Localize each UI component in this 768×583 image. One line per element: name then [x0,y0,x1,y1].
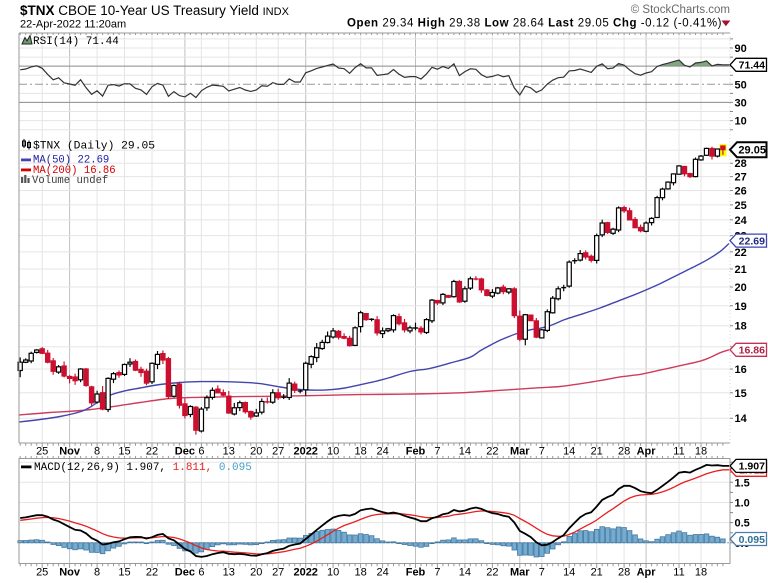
svg-text:0.095: 0.095 [739,534,765,546]
svg-text:Nov: Nov [59,446,81,458]
svg-text:14: 14 [459,567,471,579]
svg-text:16.86: 16.86 [739,345,765,357]
svg-text:10: 10 [327,567,339,579]
svg-text:21: 21 [591,567,603,579]
svg-text:Apr: Apr [637,446,657,458]
svg-text:20: 20 [735,282,747,294]
svg-text:Open 29.34 High 29.38 Low 28.6: Open 29.34 High 29.38 Low 28.64 Last 29.… [347,18,722,30]
svg-text:25: 25 [735,200,747,212]
svg-text:8: 8 [94,567,100,579]
svg-text:13: 13 [223,567,235,579]
svg-text:25: 25 [36,446,48,458]
svg-text:14: 14 [459,446,471,458]
svg-text:21: 21 [591,446,603,458]
svg-text:18: 18 [354,446,366,458]
svg-text:© StockCharts.com: © StockCharts.com [631,4,730,16]
svg-text:10: 10 [327,446,339,458]
svg-text:22: 22 [735,247,747,259]
svg-text:Feb: Feb [406,567,426,579]
svg-text:18: 18 [695,446,707,458]
svg-text:8: 8 [94,446,100,458]
svg-text:6: 6 [198,567,204,579]
svg-text:15: 15 [118,446,130,458]
svg-text:28: 28 [618,446,630,458]
svg-text:19: 19 [735,301,747,313]
svg-text:Mar: Mar [510,567,530,579]
svg-text:Mar: Mar [510,446,530,458]
svg-text:22.69: 22.69 [739,235,765,247]
svg-text:30: 30 [735,97,747,109]
svg-text:14: 14 [735,413,748,425]
svg-text:20: 20 [250,567,262,579]
svg-text:$TNX CBOE 10-Year US Treasury: $TNX CBOE 10-Year US Treasury Yield INDX [20,3,290,18]
svg-text:MA(200) 16.86: MA(200) 16.86 [33,165,116,177]
svg-text:28: 28 [735,158,747,170]
svg-text:MACD(12,26,9) 1.907, 1.811, 0.: MACD(12,26,9) 1.907, 1.811, 0.095 [34,462,252,474]
svg-text:10: 10 [735,116,747,128]
svg-text:$TNX (Daily) 29.05: $TNX (Daily) 29.05 [33,141,155,153]
svg-text:24: 24 [376,446,388,458]
svg-text:13: 13 [223,446,235,458]
svg-text:22: 22 [486,446,498,458]
svg-text:26: 26 [735,186,747,198]
svg-text:24: 24 [735,215,748,227]
svg-text:Dec: Dec [175,446,195,458]
svg-text:7: 7 [434,567,440,579]
svg-text:14: 14 [563,567,575,579]
svg-text:2022: 2022 [293,567,317,579]
svg-text:50: 50 [735,79,747,91]
svg-text:2022: 2022 [293,446,317,458]
svg-text:28: 28 [618,567,630,579]
svg-text:15: 15 [735,388,747,400]
svg-text:20: 20 [250,446,262,458]
svg-text:22: 22 [486,567,498,579]
svg-text:Dec: Dec [175,567,195,579]
svg-text:1.0: 1.0 [735,498,750,510]
svg-text:29.05: 29.05 [738,145,766,157]
svg-text:24: 24 [376,567,388,579]
svg-text:18: 18 [695,567,707,579]
svg-text:1.907: 1.907 [739,461,765,473]
svg-text:90: 90 [735,43,747,55]
svg-text:6: 6 [198,446,204,458]
svg-text:22: 22 [146,446,158,458]
svg-text:11: 11 [673,567,684,579]
svg-text:RSI(14) 71.44: RSI(14) 71.44 [33,36,119,48]
svg-text:Feb: Feb [406,446,426,458]
svg-text:7: 7 [539,446,545,458]
svg-text:18: 18 [735,321,747,333]
svg-text:11: 11 [673,446,684,458]
svg-text:0.5: 0.5 [735,518,750,530]
svg-text:16: 16 [735,364,747,376]
svg-text:21: 21 [735,264,747,276]
svg-text:25: 25 [36,567,48,579]
svg-text:22-Apr-2022 11:20am: 22-Apr-2022 11:20am [20,19,126,31]
svg-text:71.44: 71.44 [739,60,765,72]
svg-text:Apr: Apr [637,567,657,579]
svg-text:7: 7 [539,567,545,579]
svg-text:Nov: Nov [59,567,81,579]
svg-text:18: 18 [354,567,366,579]
svg-text:27: 27 [272,446,284,458]
svg-text:27: 27 [272,567,284,579]
svg-text:7: 7 [434,446,440,458]
svg-text:MA(50) 22.69: MA(50) 22.69 [33,155,109,167]
svg-text:14: 14 [563,446,575,458]
svg-text:27: 27 [735,172,747,184]
svg-text:Volume undef: Volume undef [32,175,108,187]
svg-text:15: 15 [118,567,130,579]
svg-text:1.5: 1.5 [735,477,750,489]
svg-text:22: 22 [146,567,158,579]
